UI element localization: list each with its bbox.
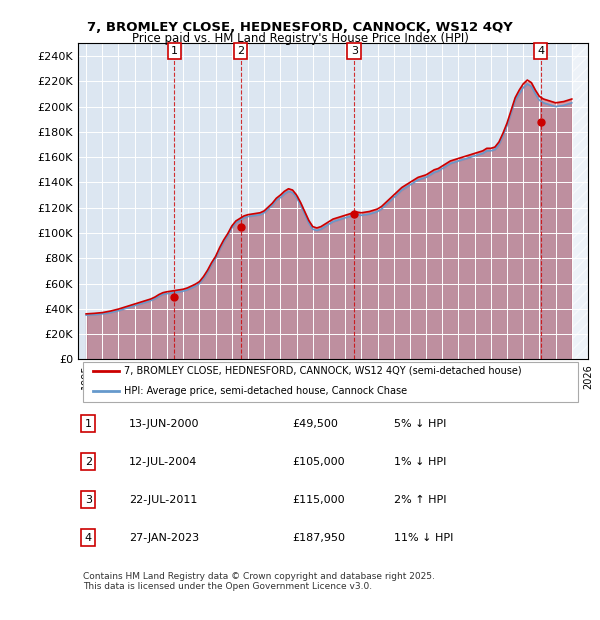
Text: Contains HM Land Registry data © Crown copyright and database right 2025.
This d: Contains HM Land Registry data © Crown c… [83,572,435,591]
Text: 2: 2 [237,46,244,56]
Text: 12-JUL-2004: 12-JUL-2004 [129,456,197,467]
Text: 5% ↓ HPI: 5% ↓ HPI [394,418,446,428]
Text: 7, BROMLEY CLOSE, HEDNESFORD, CANNOCK, WS12 4QY: 7, BROMLEY CLOSE, HEDNESFORD, CANNOCK, W… [87,22,513,34]
Text: 11% ↓ HPI: 11% ↓ HPI [394,533,454,542]
Text: £115,000: £115,000 [292,495,345,505]
Text: £49,500: £49,500 [292,418,338,428]
Text: Price paid vs. HM Land Registry's House Price Index (HPI): Price paid vs. HM Land Registry's House … [131,32,469,45]
Text: 22-JUL-2011: 22-JUL-2011 [129,495,197,505]
Text: 3: 3 [351,46,358,56]
FancyBboxPatch shape [83,361,578,402]
Text: 13-JUN-2000: 13-JUN-2000 [129,418,199,428]
Text: 4: 4 [85,533,92,542]
Text: 1: 1 [85,418,92,428]
Text: £105,000: £105,000 [292,456,345,467]
Text: 1: 1 [171,46,178,56]
Text: 2% ↑ HPI: 2% ↑ HPI [394,495,446,505]
Text: 1% ↓ HPI: 1% ↓ HPI [394,456,446,467]
Text: 3: 3 [85,495,92,505]
Text: 4: 4 [537,46,544,56]
Text: 2: 2 [85,456,92,467]
Text: £187,950: £187,950 [292,533,345,542]
Text: 7, BROMLEY CLOSE, HEDNESFORD, CANNOCK, WS12 4QY (semi-detached house): 7, BROMLEY CLOSE, HEDNESFORD, CANNOCK, W… [124,366,521,376]
Text: 27-JAN-2023: 27-JAN-2023 [129,533,199,542]
Text: HPI: Average price, semi-detached house, Cannock Chase: HPI: Average price, semi-detached house,… [124,386,407,396]
